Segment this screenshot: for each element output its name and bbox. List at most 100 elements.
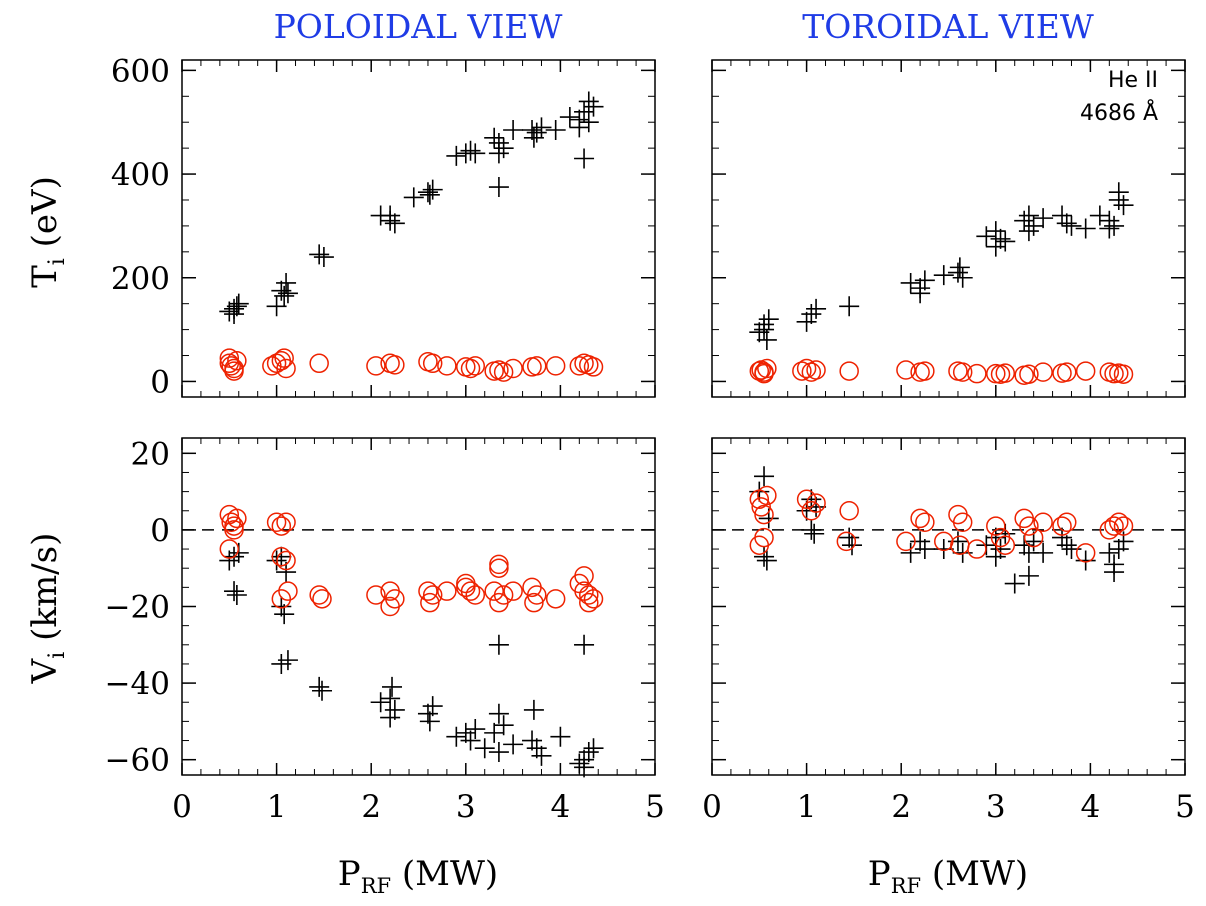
data-point-plus: [419, 184, 440, 205]
data-point-circle: [796, 358, 817, 379]
data-point-plus: [574, 148, 595, 169]
data-point-circle: [792, 361, 812, 381]
data-point-circle: [221, 356, 241, 376]
data-point-circle: [219, 539, 240, 559]
data-point-plus: [276, 562, 297, 583]
plot-frame: [711, 437, 1186, 776]
xlabel-toroidal-sub: RF: [891, 874, 921, 898]
y-tick-label: −60: [105, 743, 170, 779]
data-point-plus: [583, 96, 604, 117]
data-point-plus: [804, 523, 825, 544]
data-point-plus: [1089, 205, 1110, 226]
data-point-circle: [271, 589, 292, 609]
data-point-plus: [523, 127, 544, 148]
data-point-plus: [990, 539, 1011, 560]
data-point-plus: [531, 117, 552, 138]
data-point-plus: [503, 734, 524, 755]
data-point-plus: [842, 535, 863, 556]
data-point-circle: [219, 348, 240, 368]
y-tick-label: 0: [150, 364, 170, 400]
y-tick-label: 200: [111, 261, 170, 297]
data-point-circle: [1057, 512, 1077, 532]
data-point-plus: [801, 519, 822, 540]
xlabel-poloidal-sub: RF: [361, 874, 391, 898]
data-point-plus: [990, 228, 1011, 249]
data-point-circle: [754, 363, 774, 384]
data-point-circle: [1033, 512, 1053, 532]
data-point-plus: [952, 267, 973, 288]
data-point-plus: [271, 546, 292, 567]
data-point-plus: [493, 138, 514, 159]
data-point-plus: [276, 272, 297, 293]
x-tick-label: 0: [702, 789, 722, 825]
data-point-circle: [574, 566, 594, 586]
x-tick-label: 3: [456, 789, 476, 825]
data-point-plus: [219, 301, 240, 322]
data-point-circle: [437, 581, 457, 601]
data-point-plus: [1023, 531, 1044, 552]
data-point-circle: [952, 512, 973, 532]
data-point-plus: [569, 753, 590, 774]
data-point-plus: [228, 293, 249, 314]
data-point-circle: [806, 493, 826, 513]
data-point-circle: [465, 585, 486, 605]
data-point-plus: [754, 314, 775, 335]
data-point-plus: [839, 296, 860, 317]
data-point-circle: [422, 585, 443, 605]
data-point-plus: [1104, 562, 1125, 583]
data-point-circle: [896, 360, 916, 380]
data-point-plus: [271, 596, 292, 617]
data-point-circle: [312, 589, 332, 609]
data-point-plus: [574, 757, 595, 778]
data-point-plus: [900, 542, 921, 563]
data-point-plus: [474, 738, 495, 759]
data-point-circle: [915, 512, 935, 532]
data-point-plus: [1014, 210, 1035, 231]
data-point-plus: [522, 119, 543, 140]
data-point-plus: [801, 489, 822, 510]
data-point-circle: [276, 550, 296, 571]
data-point-circle: [227, 350, 247, 371]
data-point-circle: [806, 360, 826, 380]
data-point-circle: [271, 546, 292, 567]
data-point-plus: [839, 527, 860, 548]
annotation-line1: He II: [1108, 68, 1158, 93]
data-point-plus: [313, 247, 334, 268]
data-point-circle: [1023, 527, 1044, 548]
data-point-circle: [456, 573, 476, 594]
data-point-plus: [522, 730, 543, 751]
data-point-plus: [488, 634, 509, 655]
data-point-plus: [578, 112, 599, 133]
data-point-plus: [446, 145, 467, 166]
data-point-circle: [460, 358, 481, 379]
data-point-circle: [1075, 543, 1096, 563]
xlabel-toroidal-main: P: [868, 854, 891, 894]
y-tick-label: −20: [105, 590, 170, 626]
data-point-plus: [417, 182, 438, 203]
data-point-circle: [420, 592, 440, 613]
data-point-plus: [559, 107, 580, 128]
data-point-plus: [578, 742, 599, 763]
data-point-plus: [985, 236, 1006, 257]
data-point-plus: [465, 143, 486, 164]
ylabel-velocity-sub: i: [45, 652, 70, 659]
data-point-circle: [995, 363, 1016, 383]
data-point-plus: [312, 680, 333, 701]
data-point-plus: [754, 546, 775, 567]
data-point-plus: [266, 296, 287, 317]
data-point-circle: [967, 363, 987, 384]
data-point-circle: [1109, 512, 1129, 532]
y-tick-label: 400: [111, 157, 170, 193]
data-point-plus: [226, 296, 247, 317]
data-point-plus: [578, 91, 599, 112]
data-point-plus: [488, 703, 509, 724]
data-point-plus: [460, 140, 481, 161]
data-point-plus: [277, 650, 298, 671]
x-tick-label: 2: [361, 789, 381, 825]
x-tick-label: 0: [172, 789, 192, 825]
data-point-circle: [224, 520, 244, 540]
data-point-plus: [422, 696, 443, 717]
data-point-circle: [271, 516, 292, 536]
data-point-circle: [839, 501, 859, 521]
data-point-circle: [309, 353, 329, 374]
